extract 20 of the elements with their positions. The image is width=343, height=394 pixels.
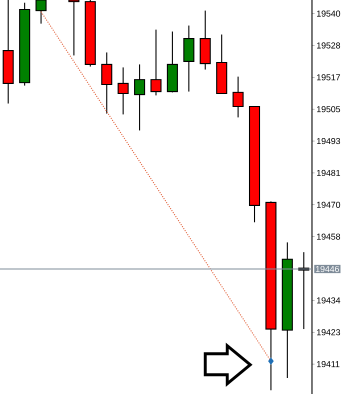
y-tick-label: 19517 bbox=[317, 74, 340, 80]
y-tick-label: 19411 bbox=[317, 361, 340, 368]
y-tick-label: 19423 bbox=[317, 329, 340, 336]
y-tick-label: 19528 bbox=[317, 42, 340, 49]
y-tick-label: 19540 bbox=[317, 10, 340, 17]
candlestick bbox=[134, 64, 146, 131]
candlestick bbox=[232, 76, 244, 118]
candlestick bbox=[68, 0, 80, 56]
y-tick-label: 19470 bbox=[317, 202, 340, 208]
y-tick-label: 19493 bbox=[317, 138, 340, 144]
y-tick-label: 19481 bbox=[317, 170, 340, 176]
candlestick bbox=[36, 0, 47, 24]
y-tick-label: 19434 bbox=[317, 297, 340, 304]
candlestick bbox=[118, 66, 129, 115]
y-tick-label: 19458 bbox=[317, 234, 340, 240]
candlestick bbox=[101, 52, 112, 114]
candlestick bbox=[183, 25, 194, 92]
y-tick-label: 19505 bbox=[317, 106, 340, 112]
candlestick bbox=[150, 29, 162, 96]
ref-line-label: 19446 bbox=[316, 266, 340, 272]
